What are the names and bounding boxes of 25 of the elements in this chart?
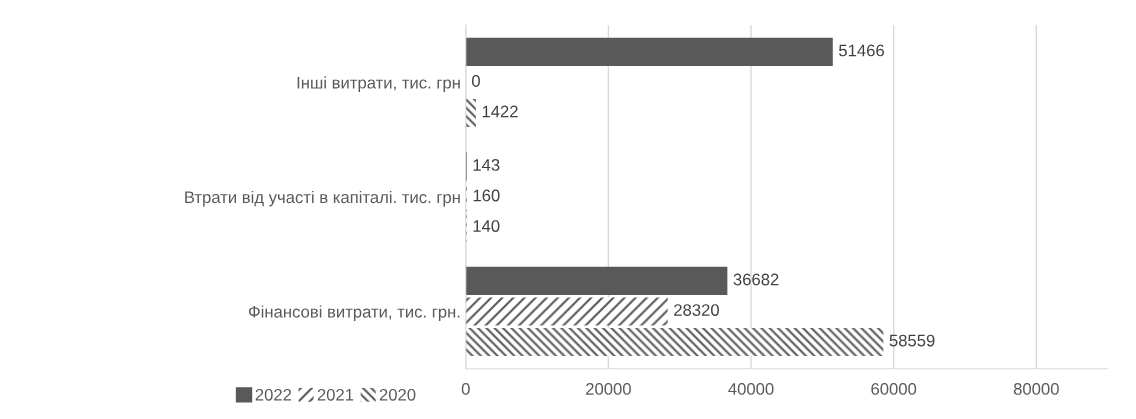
data-label: 143: [473, 159, 500, 171]
data-label: 140: [473, 220, 500, 232]
legend-label: 2021: [317, 388, 354, 401]
x-tick-label: 60000: [871, 383, 917, 395]
data-label: 51466: [839, 44, 884, 57]
x-tick-label: 40000: [728, 383, 774, 395]
bar: [465, 37, 833, 66]
bar: [465, 266, 728, 295]
y-tick-label: Інші витрати, тис. грн: [297, 76, 460, 92]
bar: [465, 98, 476, 127]
x-tick-label: 20000: [586, 383, 631, 395]
legend-label: 2022: [255, 388, 292, 401]
bar: [465, 297, 668, 326]
legend-label: 2020: [379, 388, 416, 401]
bar: [465, 327, 884, 357]
data-label: 58559: [889, 334, 935, 347]
y-tick-label: Втрати від участі в капіталі. тис. грн: [185, 190, 460, 207]
x-tick-label: 80000: [1013, 383, 1059, 395]
data-label: 1422: [482, 105, 518, 118]
data-label: 36682: [733, 273, 779, 286]
data-label: 160: [473, 189, 500, 202]
data-label: 28320: [674, 304, 719, 316]
data-label: 0: [471, 75, 480, 87]
y-tick-label: Фінансові витрати, тис. грн.: [248, 305, 460, 321]
x-tick-label: 0: [461, 383, 470, 395]
